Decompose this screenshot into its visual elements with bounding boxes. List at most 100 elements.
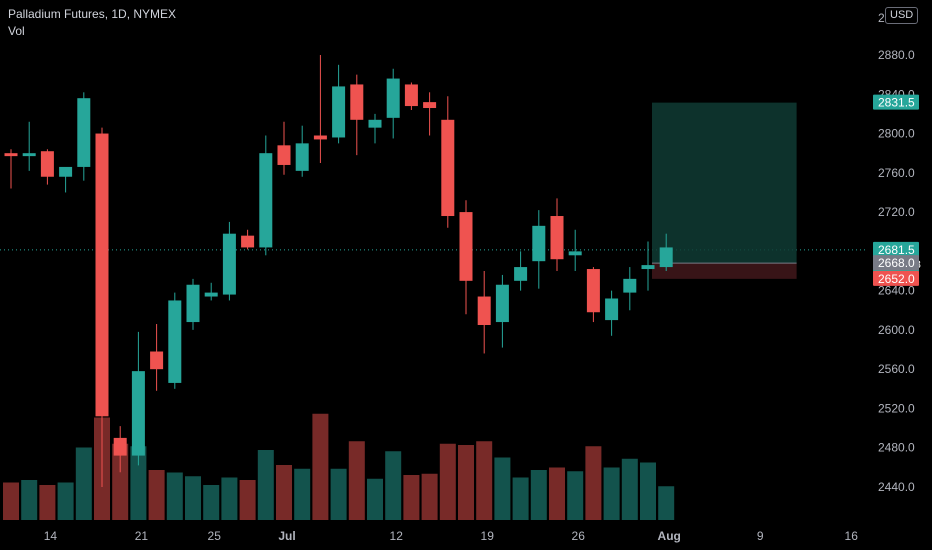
x-tick-label: 9 xyxy=(757,529,764,543)
candle-body xyxy=(586,269,600,313)
x-tick-label: 21 xyxy=(135,529,149,543)
y-tick-label: 2600.0 xyxy=(878,323,915,337)
candle-body xyxy=(241,235,255,248)
x-tick-label: Jul xyxy=(278,529,295,543)
volume-bar xyxy=(3,482,19,520)
y-tick-label: 2800.0 xyxy=(878,127,915,141)
volume-bar xyxy=(494,457,511,520)
volume-bar xyxy=(476,441,493,520)
y-tick-label: 2440.0 xyxy=(878,480,915,494)
volume-bar xyxy=(185,476,201,520)
volume-bar xyxy=(221,477,238,520)
candle-body xyxy=(495,284,509,323)
currency-badge[interactable]: USD xyxy=(885,7,919,24)
volume-bar xyxy=(439,443,456,520)
candle-body xyxy=(131,371,145,456)
price-label-text: 2668.0 xyxy=(878,256,915,270)
x-tick-label: 12 xyxy=(390,529,404,543)
volume-bar xyxy=(658,486,675,520)
candle-body xyxy=(441,119,455,217)
candle-body xyxy=(150,351,164,370)
volume-bar xyxy=(166,472,183,520)
candle-body xyxy=(550,216,564,260)
candle-body xyxy=(514,267,528,281)
candle-body xyxy=(59,166,73,177)
price-label-text: 2831.5 xyxy=(878,96,915,110)
volume-bar xyxy=(257,450,274,520)
y-tick-label-partial: 2 xyxy=(878,11,885,25)
volume-bar xyxy=(294,468,311,520)
y-tick-label: 2520.0 xyxy=(878,401,915,415)
x-tick-label: 16 xyxy=(845,529,859,543)
volume-bar xyxy=(603,467,620,520)
candle-body xyxy=(277,145,291,165)
volume-bar xyxy=(57,482,74,520)
volume-bar xyxy=(458,445,474,520)
x-tick-label: 14 xyxy=(44,529,58,543)
volume-bar xyxy=(621,458,638,520)
candle-body xyxy=(95,133,109,417)
x-tick-label: 19 xyxy=(481,529,495,543)
y-tick-label: 2880.0 xyxy=(878,48,915,62)
y-tick-label: 2720.0 xyxy=(878,205,915,219)
volume-bar xyxy=(239,480,256,520)
volume-bar xyxy=(403,475,420,520)
candle-body xyxy=(22,153,36,157)
volume-bar xyxy=(39,485,56,520)
volume-bar xyxy=(549,467,565,520)
candle-body xyxy=(222,233,236,295)
volume-bar xyxy=(421,473,438,520)
y-tick-label: 2560.0 xyxy=(878,362,915,376)
candle-body xyxy=(623,278,637,293)
candle-body xyxy=(40,151,54,177)
volume-bar xyxy=(312,413,329,520)
candle-body xyxy=(568,251,582,256)
candle-body xyxy=(368,119,382,128)
candle-body xyxy=(77,98,91,167)
volume-bar xyxy=(75,447,92,520)
candle-body xyxy=(404,84,418,107)
candle-body xyxy=(313,135,327,140)
volume-bar xyxy=(348,441,365,520)
volume-bar xyxy=(148,470,165,520)
x-tick-label: 26 xyxy=(572,529,586,543)
symbol-title[interactable]: Palladium Futures, 1D, NYMEX xyxy=(8,7,177,21)
candle-body xyxy=(168,300,182,383)
price-label-text: 2681.5 xyxy=(878,243,915,257)
volume-bar xyxy=(130,446,147,520)
volume-label[interactable]: Vol xyxy=(8,24,25,38)
candle-body xyxy=(477,296,491,325)
candle-body xyxy=(659,247,673,268)
chart-legend: Palladium Futures, 1D, NYMEX Vol xyxy=(8,6,176,40)
candle-body xyxy=(204,292,218,297)
price-label-target xyxy=(873,94,919,110)
price-label-text: 2652.0 xyxy=(878,272,915,286)
x-tick-label: Aug xyxy=(658,529,681,543)
volume-bar xyxy=(512,477,529,520)
price-label-stop xyxy=(873,270,919,286)
y-tick-label: 2640.0 xyxy=(878,284,915,298)
candle-body xyxy=(295,143,309,171)
candle-body xyxy=(605,298,619,321)
volume-bar xyxy=(640,462,656,520)
position-profit-zone xyxy=(652,102,797,264)
volume-bar xyxy=(367,478,383,520)
y-tick-label: 2760.0 xyxy=(878,166,915,180)
candle-body xyxy=(641,265,655,270)
candle-body xyxy=(113,437,127,456)
x-tick-label: 25 xyxy=(208,529,222,543)
volume-bar xyxy=(276,465,292,520)
candle-body xyxy=(423,102,437,109)
candle-body xyxy=(386,78,400,118)
candle-body xyxy=(532,225,546,262)
candle-body xyxy=(459,212,473,281)
candle-body xyxy=(186,284,200,323)
price-label-entry xyxy=(873,255,919,271)
y-tick-label: 2480.0 xyxy=(878,441,915,455)
volume-bar xyxy=(385,451,402,520)
volume-bar xyxy=(567,471,584,520)
volume-bar xyxy=(112,443,129,520)
candle-body xyxy=(332,86,346,138)
volume-bar xyxy=(21,480,38,520)
